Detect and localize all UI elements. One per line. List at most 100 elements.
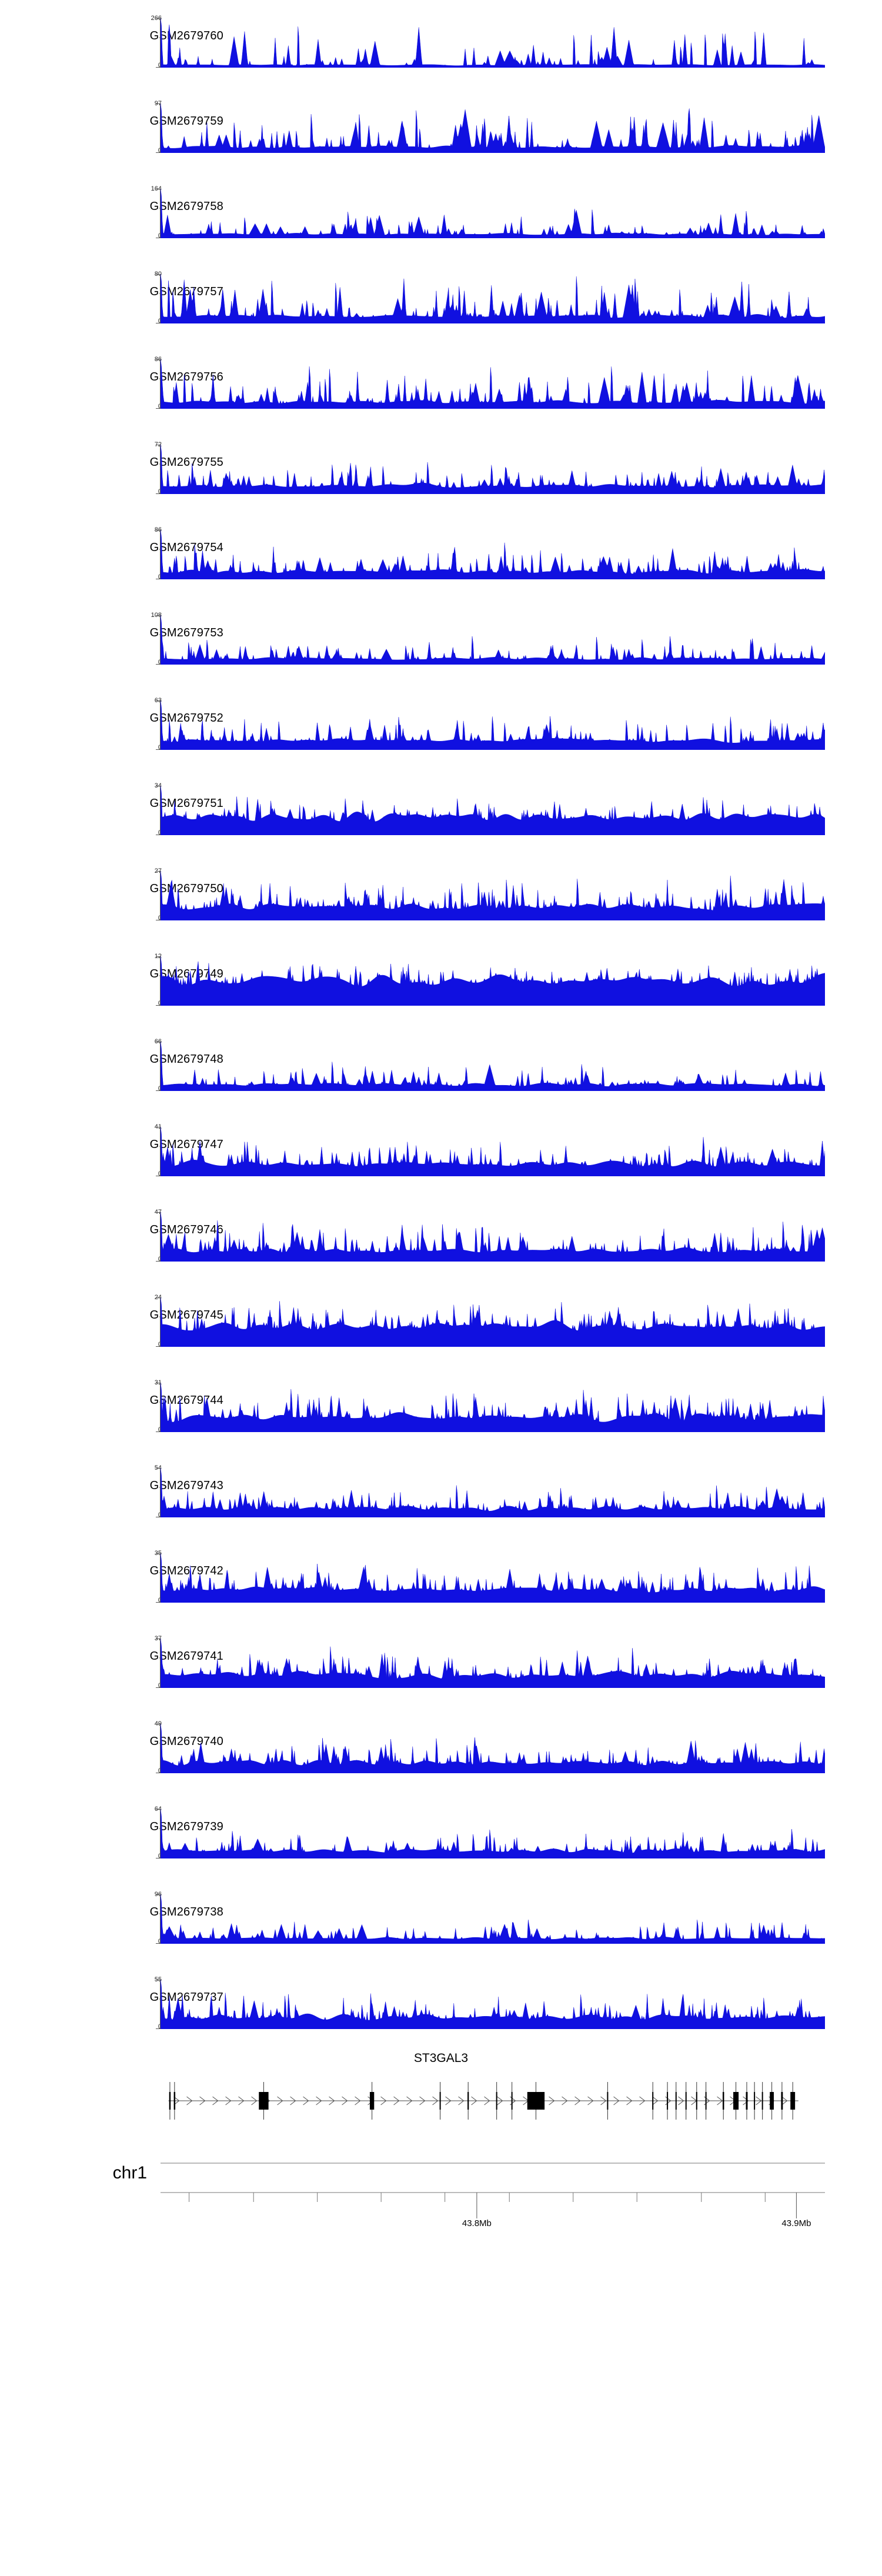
coverage-area-path: [161, 1042, 825, 1091]
coverage-track[interactable]: GSM26797602660: [0, 0, 882, 85]
track-sample-label: GSM2679739: [149, 1820, 223, 1833]
coverage-track[interactable]: GSM2679759970: [0, 85, 882, 171]
coverage-plot-area[interactable]: [161, 615, 825, 665]
coverage-track[interactable]: GSM2679749120: [0, 938, 882, 1023]
coverage-track[interactable]: GSM2679755720: [0, 426, 882, 512]
coverage-plot-area[interactable]: [161, 18, 825, 68]
y-axis-bottom-tick: [156, 1261, 161, 1262]
strand-arrow-icon: [212, 2096, 219, 2105]
exon-box: [607, 2092, 609, 2110]
track-y-axis: 660: [126, 1023, 162, 1109]
coverage-plot-area[interactable]: [161, 1809, 825, 1858]
exon-box: [369, 2092, 375, 2110]
coverage-track[interactable]: GSM2679742350: [0, 1535, 882, 1620]
strand-arrow-icon: [549, 2096, 555, 2105]
coverage-area-path: [161, 445, 825, 494]
coverage-plot-area[interactable]: [161, 1724, 825, 1773]
coverage-plot-area[interactable]: [161, 786, 825, 835]
coverage-area-path: [161, 1639, 825, 1688]
coverage-plot-area[interactable]: [161, 189, 825, 238]
y-axis-line: [160, 1127, 161, 1176]
coverage-plot-area[interactable]: [161, 1468, 825, 1517]
track-sample-label: GSM2679740: [149, 1735, 223, 1748]
track-y-axis: 370: [126, 1620, 162, 1706]
coverage-plot-area[interactable]: [161, 1212, 825, 1262]
coverage-track[interactable]: GSM2679757800: [0, 256, 882, 341]
coverage-area-path: [161, 615, 825, 665]
track-y-axis: 720: [126, 426, 162, 512]
y-axis-top-tick: [156, 1468, 161, 1469]
coverage-area-path: [161, 1297, 825, 1347]
coverage-plot-area[interactable]: [161, 1127, 825, 1176]
coverage-track[interactable]: GSM26797581640: [0, 171, 882, 256]
coverage-plot-area[interactable]: [161, 1553, 825, 1603]
coverage-track[interactable]: GSM2679744310: [0, 1364, 882, 1450]
strand-arrow-icon: [342, 2096, 348, 2105]
coverage-plot-area[interactable]: [161, 700, 825, 750]
coverage-track[interactable]: GSM2679738960: [0, 1876, 882, 1961]
coverage-plot-area[interactable]: [161, 956, 825, 1006]
coverage-area-path: [161, 189, 825, 238]
y-axis-bottom-tick: [156, 408, 161, 409]
coverage-plot-area[interactable]: [161, 104, 825, 153]
coverage-track[interactable]: GSM2679746470: [0, 1194, 882, 1279]
y-axis-min-label: 0: [131, 1853, 162, 1860]
coverage-track[interactable]: GSM2679756860: [0, 341, 882, 426]
coverage-track[interactable]: GSM2679750270: [0, 853, 882, 938]
gene-model-svg[interactable]: [161, 2077, 825, 2124]
coverage-plot-area[interactable]: [161, 1297, 825, 1347]
coverage-track[interactable]: GSM2679737550: [0, 1961, 882, 2047]
y-axis-line: [160, 445, 161, 494]
strand-arrow-icon: [186, 2096, 193, 2105]
coverage-track[interactable]: GSM2679747410: [0, 1109, 882, 1194]
coverage-area-path: [161, 18, 825, 68]
strand-arrow-icon: [587, 2096, 594, 2105]
coverage-track[interactable]: GSM2679752630: [0, 682, 882, 768]
y-axis-bottom-tick: [156, 1090, 161, 1091]
coverage-plot-area[interactable]: [161, 1383, 825, 1432]
coverage-track[interactable]: GSM2679739640: [0, 1791, 882, 1876]
y-axis-bottom-tick: [156, 1687, 161, 1688]
y-axis-line: [160, 1894, 161, 1944]
y-axis-min-label: 0: [131, 233, 162, 239]
coverage-plot-area[interactable]: [161, 530, 825, 579]
y-axis-line: [160, 1639, 161, 1688]
coverage-track[interactable]: GSM26797531080: [0, 597, 882, 682]
y-axis-top-tick: [156, 1297, 161, 1298]
axis-tick-label: 43.9Mb: [781, 2218, 811, 2228]
coverage-track[interactable]: GSM2679751340: [0, 768, 882, 853]
coverage-track[interactable]: GSM2679740490: [0, 1706, 882, 1791]
coverage-plot-area[interactable]: [161, 1042, 825, 1091]
strand-arrow-icon: [639, 2096, 646, 2105]
coverage-plot-area[interactable]: [161, 445, 825, 494]
coverage-track[interactable]: GSM2679741370: [0, 1620, 882, 1706]
track-sample-label: GSM2679742: [149, 1564, 223, 1577]
strand-arrow-icon: [173, 2096, 180, 2105]
coverage-plot-area[interactable]: [161, 871, 825, 920]
track-y-axis: 340: [126, 768, 162, 853]
coverage-plot-area[interactable]: [161, 274, 825, 323]
y-axis-line: [160, 871, 161, 920]
strand-arrow-icon: [562, 2096, 568, 2105]
coverage-plot-area[interactable]: [161, 1980, 825, 2029]
coverage-area-path: [161, 1553, 825, 1603]
axis-tick-label: 43.8Mb: [462, 2218, 492, 2228]
y-axis-line: [160, 1809, 161, 1858]
track-sample-label: GSM2679759: [149, 115, 223, 128]
strand-arrow-icon: [497, 2096, 503, 2105]
coverage-plot-area[interactable]: [161, 359, 825, 409]
track-sample-label: GSM2679741: [149, 1650, 223, 1663]
strand-arrow-icon: [574, 2096, 581, 2105]
coverage-plot-area[interactable]: [161, 1894, 825, 1944]
y-axis-min-label: 0: [131, 2024, 162, 2030]
gene-model-track[interactable]: ST3GAL3: [0, 2047, 882, 2153]
coverage-track[interactable]: GSM2679745240: [0, 1279, 882, 1364]
coverage-plot-area[interactable]: [161, 1639, 825, 1688]
coverage-track[interactable]: GSM2679754860: [0, 512, 882, 597]
y-axis-top-tick: [156, 1809, 161, 1810]
y-axis-min-label: 0: [131, 1597, 162, 1604]
track-sample-label: GSM2679755: [149, 456, 223, 469]
coverage-track[interactable]: GSM2679743540: [0, 1450, 882, 1535]
coverage-track[interactable]: GSM2679748660: [0, 1023, 882, 1109]
